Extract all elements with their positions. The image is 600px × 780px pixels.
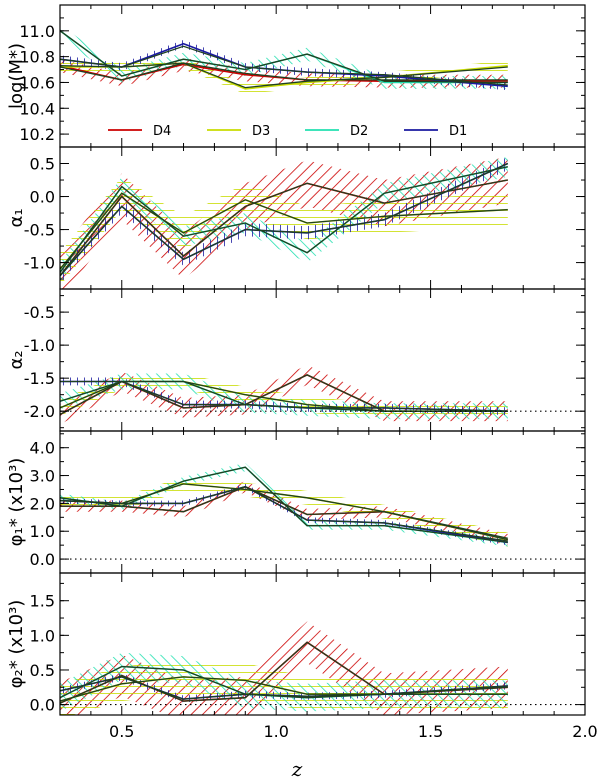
fit-line	[60, 62, 508, 81]
x-axis-label: z	[291, 757, 303, 780]
y-tick-label: 1.0	[30, 522, 55, 541]
legend-label: D1	[449, 124, 467, 139]
x-tick-label: 1.0	[263, 722, 288, 741]
plot-area-4	[60, 463, 585, 560]
y-tick-label: 0.5	[30, 661, 55, 680]
x-tick-label: 0.5	[109, 722, 134, 741]
y-axis-label: log(M*)	[6, 43, 27, 109]
y-tick-label: 0.0	[30, 550, 55, 569]
error-band-d2	[60, 156, 508, 283]
y-tick-label: -0.5	[24, 303, 55, 322]
panel-2: -1.0 -0.5 0.0 0.5 α₁	[6, 146, 586, 290]
legend-label: D2	[350, 124, 368, 139]
fit-line	[60, 162, 509, 277]
y-axis-label: α₂	[6, 350, 27, 369]
legend: D4 D3 D2 D1	[108, 124, 467, 139]
y-tick-label: 10.8	[19, 48, 55, 67]
panel-1: 10.2 10.4 10.6 10.8 11.0 log(M*)	[6, 4, 586, 148]
y-tick-label: 0.5	[30, 155, 55, 174]
y-axis-label: φ₂* (x10³)	[6, 600, 27, 689]
plot-area-3	[60, 365, 585, 425]
legend-label: D3	[252, 124, 270, 139]
plot-area-5	[60, 621, 585, 715]
x-tick-label: 1.5	[418, 722, 443, 741]
y-tick-label: 1.0	[30, 626, 55, 645]
fit-line	[60, 466, 508, 544]
y-tick-label: 3.0	[30, 467, 55, 486]
y-tick-label: -1.5	[24, 369, 55, 388]
legend-item-d1: D1	[404, 124, 467, 139]
panel-4: 0.0 1.0 2.0 3.0 4.0φ₁* (x10³)	[6, 430, 586, 574]
y-tick-label: 2.0	[30, 494, 55, 513]
error-band-d2	[60, 24, 508, 89]
y-tick-label: 0.0	[30, 696, 55, 715]
fit-line	[60, 676, 508, 700]
y-tick-label: -0.5	[24, 221, 55, 240]
fit-line	[60, 166, 508, 273]
panels: 10.210.410.610.811.0log(M*)-1.0-0.50.00.…	[6, 4, 598, 741]
x-tick-label: 2.0	[572, 722, 597, 741]
error-band-d3	[60, 176, 508, 286]
fit-line	[60, 486, 508, 542]
panel-5: 0.0 0.5 1.0 1.5φ₂* (x10³)	[6, 572, 586, 716]
legend-label: D4	[153, 124, 171, 139]
fit-line	[60, 45, 508, 86]
legend-item-d3: D3	[207, 124, 270, 139]
y-tick-label: 4.0	[30, 439, 55, 458]
legend-item-d4: D4	[108, 124, 171, 139]
y-axis-label: φ₁* (x10³)	[6, 458, 27, 547]
fit-line	[60, 192, 508, 270]
y-tick-label: 10.6	[19, 73, 55, 92]
y-tick-label: 10.4	[19, 99, 55, 118]
legend-item-d2: D2	[305, 124, 368, 139]
y-tick-label: 1.5	[30, 592, 55, 611]
error-band-d1	[60, 156, 508, 283]
error-band-d3	[60, 476, 508, 547]
y-tick-label: 0.0	[30, 188, 55, 207]
y-tick-label: 10.2	[19, 125, 55, 144]
fit-line	[60, 380, 508, 412]
y-axis-label: α₁	[6, 208, 27, 227]
y-tick-label: -2.0	[24, 402, 55, 421]
error-band-d4	[60, 481, 508, 546]
plot-area-1	[60, 24, 508, 95]
y-tick-label: -1.0	[24, 254, 55, 273]
panel-frame	[59, 572, 586, 716]
plot-area-2	[60, 156, 509, 289]
fit-line	[60, 179, 508, 277]
error-band-d1	[60, 377, 508, 416]
panel-3: -2.0 -1.5 -1.0 -0.5 α₂	[6, 288, 586, 432]
fit-line	[60, 30, 508, 84]
y-tick-label: 11.0	[19, 22, 55, 41]
y-tick-label: -1.0	[24, 336, 55, 355]
